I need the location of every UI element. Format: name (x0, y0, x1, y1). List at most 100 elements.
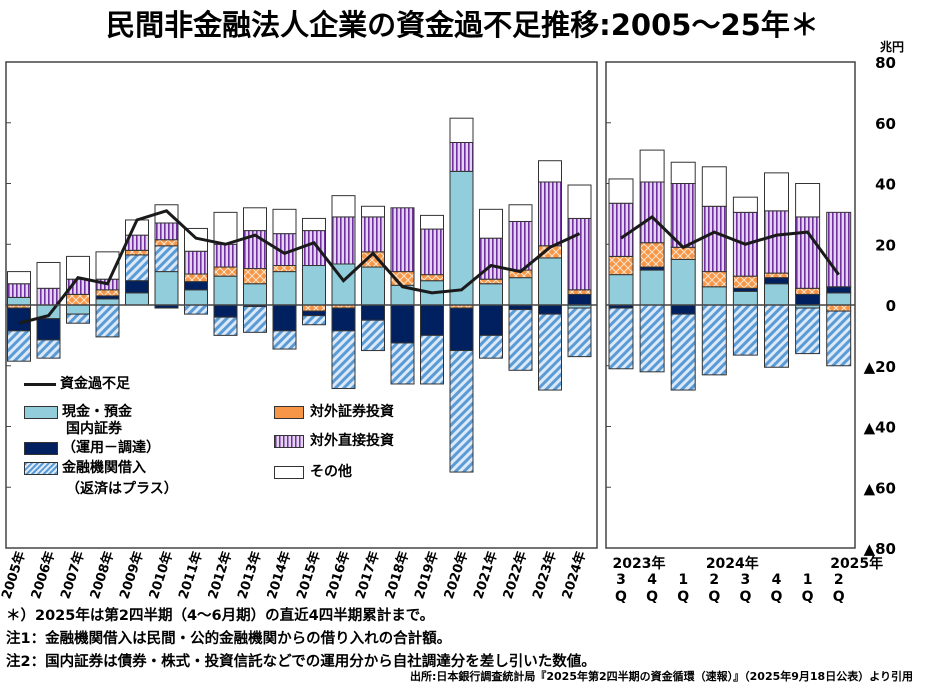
x-tick-label: 2007年 (57, 549, 87, 601)
annual-bar-fdi (154, 222, 179, 241)
quarterly-bar-port (639, 242, 665, 268)
x-quarter-suffix: Q (739, 589, 751, 605)
annual-bar-loans (36, 339, 61, 359)
annual-bar-other (243, 207, 267, 232)
annual-bar-port (213, 266, 238, 277)
y-tick-label: ▲20 (864, 358, 896, 376)
x-tick-label: 2011年 (175, 549, 205, 601)
annual-bar-loans (479, 334, 503, 359)
annual-bar-fdi (302, 230, 326, 267)
annual-bar-cash (154, 271, 179, 306)
annual-bar-dom (361, 304, 385, 321)
quarterly-bar-cash (639, 269, 665, 306)
quarterly-bar-fdi (826, 211, 852, 288)
quarterly-bar-dom (670, 304, 696, 315)
legend-port-label: 対外証券投資 (310, 404, 394, 420)
quarterly-bar-cash (732, 290, 758, 306)
quarterly-bar-port (608, 255, 634, 276)
annual-bar-loans (302, 315, 326, 326)
annual-bar-port (243, 268, 267, 285)
legend-other-label: その他 (310, 464, 352, 480)
quarterly-bar-cash (701, 286, 727, 306)
x-tick-label: 2014年 (264, 549, 294, 601)
annual-line-series (18, 209, 581, 325)
annual-bar-other (272, 208, 297, 235)
annual-bar-cash (66, 304, 90, 315)
annual-bar-loans (125, 254, 149, 282)
quarterly-bar-other (795, 183, 821, 218)
annual-bar-dom (36, 318, 61, 341)
x-quarter-label: 1 (678, 572, 688, 588)
annual-bar-loans (272, 330, 297, 350)
annual-bar-dom (125, 280, 149, 294)
annual-bar-fdi (331, 216, 356, 265)
annual-bar-loans (7, 330, 31, 362)
y-tick-label: ▲60 (864, 479, 896, 497)
annual-bar-port (272, 265, 297, 273)
annual-bar-cash (125, 292, 149, 306)
legend-loans-label: 金融機関借入 (62, 460, 146, 476)
x-quarter-label: 2 (834, 572, 844, 588)
x-tick-label: 2013年 (234, 549, 264, 601)
x-quarter-label: 4 (772, 572, 782, 588)
x-tick-label: 2021年 (470, 549, 500, 601)
annual-bar-other (538, 160, 562, 183)
note-1: 注1：金融機関借入は民間・公的金融機関からの借り入れの合計額。 (6, 631, 452, 647)
y-tick-label: 80 (875, 54, 896, 72)
annual-bar-other (66, 255, 90, 280)
x-quarter-suffix: Q (615, 589, 627, 605)
annual-bar-port (95, 289, 120, 297)
annual-bar-other (449, 117, 474, 143)
quarterly-bar-cash (670, 258, 696, 306)
legend-dom: （運用－調達） (24, 440, 160, 457)
y-tick-label: 0 (886, 297, 896, 315)
annual-bar-loans (567, 307, 592, 358)
annual-bar-loans (243, 306, 267, 333)
quarterly-bar-port (670, 246, 696, 260)
x-quarter-suffix: Q (833, 589, 845, 605)
annual-bar-loans (66, 313, 90, 324)
y-tick-label: ▲80 (864, 540, 896, 558)
x-quarter-suffix: Q (708, 589, 720, 605)
x-quarter-label: 4 (647, 572, 657, 588)
x-tick-label: 2018年 (382, 549, 412, 601)
x-tick-label: 2017年 (352, 549, 382, 601)
quarterly-bar-loans (639, 304, 665, 373)
annual-bar-dom (479, 304, 503, 336)
annual-bar-cash (479, 283, 503, 306)
x-tick-label: 2016年 (323, 549, 353, 601)
quarterly-bar-port (795, 287, 821, 295)
quarterly-bar-loans (826, 310, 852, 367)
quarterly-bar-port (732, 275, 758, 289)
x-quarter-label: 1 (803, 572, 813, 588)
quarterly-bar-other (639, 149, 665, 183)
x-tick-label: 2010年 (146, 549, 176, 601)
legend-dom-label: 国内証券 (66, 421, 122, 437)
x-tick-label: 2024年 (559, 549, 589, 601)
annual-bar-loans (390, 342, 415, 385)
quarterly-bar-loans (608, 307, 634, 370)
annual-bar-cash (243, 283, 267, 306)
annual-bar-port (420, 274, 444, 282)
annual-bar-port (479, 278, 503, 285)
quarterly-bar-cash (826, 292, 852, 306)
x-tick-label: 2006年 (28, 549, 58, 601)
annual-bar-loans (213, 316, 238, 336)
quarterly-bar-fdi (795, 216, 821, 289)
annual-bar-other (331, 195, 356, 218)
legend-line: 資金過不足 (24, 376, 130, 393)
legend-loans-sub: （返済はプラス） (66, 481, 178, 497)
quarterly-bar-other (670, 161, 696, 185)
quarterly-bar-loans (701, 304, 727, 376)
annual-bar-other (479, 208, 503, 239)
y-tick-label: ▲40 (864, 419, 896, 437)
legend-cash-label: 現金・預金 (62, 404, 132, 420)
x-year-label: 2025年 (830, 555, 883, 572)
annual-bar-other (420, 214, 444, 230)
annual-bar-other (361, 205, 385, 218)
x-tick-label: 2005年 (0, 549, 29, 601)
annual-bar-loans (449, 350, 474, 473)
x-quarter-suffix: Q (771, 589, 783, 605)
annual-bar-cash (508, 277, 533, 306)
